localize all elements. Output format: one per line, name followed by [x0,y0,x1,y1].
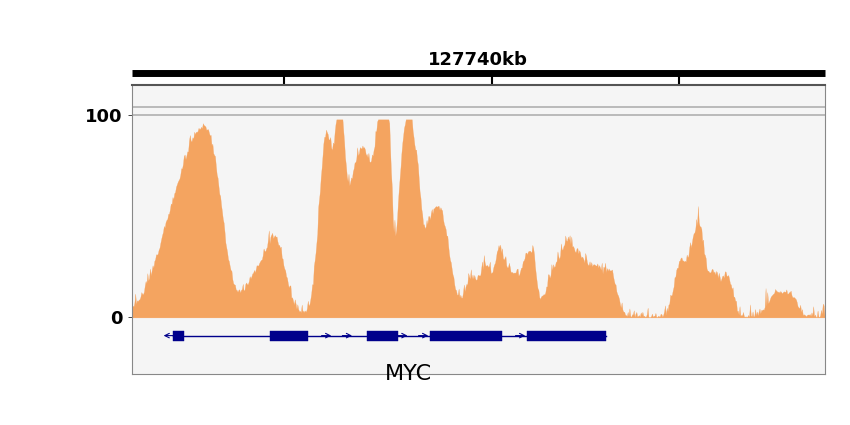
Bar [527,331,606,341]
Bar [173,331,184,341]
Bar [429,331,502,341]
Bar [270,331,309,341]
Text: 127740kb: 127740kb [428,51,528,69]
Bar [367,331,399,341]
Text: MYC: MYC [385,364,433,384]
